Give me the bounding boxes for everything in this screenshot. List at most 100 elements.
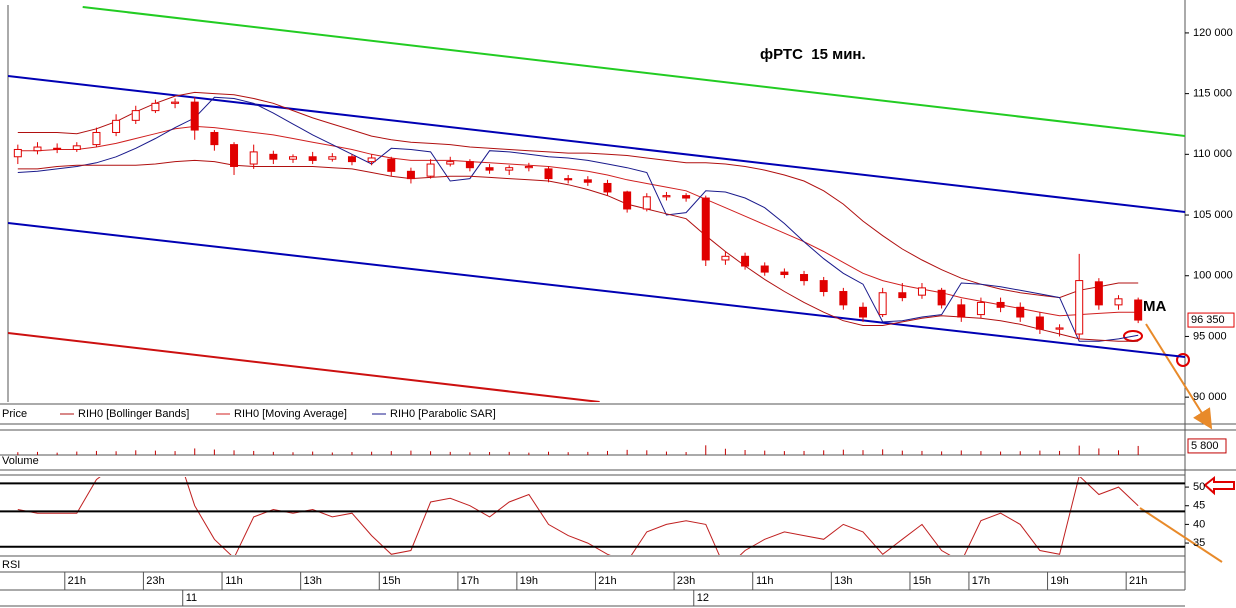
x-tick-label: 23h: [677, 575, 695, 587]
y-tick-label: 35: [1193, 537, 1205, 549]
candle-body: [957, 304, 966, 318]
candle-body: [72, 145, 81, 150]
y-tick-label: 40: [1193, 518, 1205, 530]
x-tick-label: 23h: [146, 575, 164, 587]
candle-body: [485, 167, 494, 171]
candle-body: [701, 197, 710, 261]
y-tick-label: 90 000: [1193, 391, 1227, 403]
day-label: 12: [697, 592, 709, 604]
candle-body: [603, 182, 612, 193]
legend-label: RIH0 [Parabolic SAR]: [390, 408, 496, 420]
x-tick-label: 15h: [382, 575, 400, 587]
candle-body: [406, 170, 415, 180]
trend-line: [8, 75, 1185, 213]
day-label: 11: [186, 592, 197, 604]
x-tick-label: 19h: [520, 575, 538, 587]
candle-body: [426, 163, 435, 177]
candle-body: [33, 146, 42, 152]
x-tick-label: 15h: [913, 575, 931, 587]
candle-body: [367, 157, 376, 163]
candle-body: [387, 158, 396, 172]
candle-body: [642, 196, 651, 210]
candle-body: [1016, 306, 1025, 318]
x-tick-label: 21h: [1129, 575, 1147, 587]
x-tick-label: 19h: [1050, 575, 1068, 587]
x-tick-label: 13h: [834, 575, 852, 587]
y-tick-label: 45: [1193, 500, 1205, 512]
price-plot: [8, 6, 1185, 402]
candle-body: [1134, 299, 1143, 321]
candle-body: [623, 191, 632, 210]
candle-body: [839, 291, 848, 306]
candle-body: [131, 110, 140, 121]
candle-body: [465, 161, 474, 169]
candle-body: [308, 156, 317, 161]
y-tick-label: 120 000: [1193, 27, 1233, 39]
indicator-line: [17, 96, 1139, 342]
candle-body: [347, 156, 356, 163]
last-volume-label: 5 800: [1191, 440, 1219, 452]
candle-body: [1075, 280, 1084, 335]
annotation-shapes: [1123, 323, 1235, 563]
indicator-line: [17, 91, 1139, 299]
candle-body: [53, 147, 62, 150]
rsi-line: [17, 477, 1139, 555]
x-tick-label: 17h: [972, 575, 990, 587]
candle-body: [1055, 327, 1064, 330]
candle-body: [760, 265, 769, 273]
candle-body: [249, 151, 258, 165]
indicator-line: [17, 159, 1139, 342]
trend-line: [8, 332, 600, 402]
x-tick-label: 21h: [598, 575, 616, 587]
indicator-line: [17, 125, 1139, 317]
candle-body: [328, 156, 337, 160]
x-tick-label: 17h: [461, 575, 479, 587]
candle-body: [917, 287, 926, 296]
panel-label: RSI: [2, 559, 20, 571]
last-price-label: 96 350: [1191, 314, 1225, 326]
candle-body: [898, 292, 907, 299]
candle-body: [190, 101, 199, 131]
candle-body: [289, 156, 297, 160]
last-volume-box: [1187, 438, 1227, 454]
y-tick-label: 100 000: [1193, 270, 1233, 282]
candle-body: [721, 255, 730, 261]
candle-body: [662, 195, 671, 198]
x-tick-label: 11h: [756, 575, 774, 587]
legend-label: RIH0 [Bollinger Bands]: [78, 408, 189, 420]
y-tick-label: 50: [1193, 481, 1205, 493]
candle-body: [1114, 298, 1123, 306]
candle-body: [583, 179, 592, 183]
candle-body: [682, 195, 691, 199]
candle-body: [1035, 316, 1044, 330]
candle-body: [564, 178, 573, 181]
candle-body: [446, 161, 455, 165]
candle-body: [230, 144, 239, 167]
y-tick-label: 110 000: [1193, 148, 1232, 160]
legend-label: RIH0 [Moving Average]: [234, 408, 347, 420]
candle-body: [976, 301, 985, 316]
candle-body: [819, 280, 828, 293]
candle-body: [112, 119, 121, 133]
candle-body: [996, 301, 1005, 308]
candle-body: [780, 271, 789, 276]
candle-body: [13, 148, 22, 158]
candle-body: [859, 306, 867, 318]
candle-body: [878, 292, 887, 316]
candle-body: [505, 167, 514, 171]
panel-label: Volume: [2, 455, 39, 467]
candle-body: [544, 168, 553, 180]
rsi-plot: [17, 477, 1139, 555]
y-tick-label: 115 000: [1193, 88, 1232, 100]
candle-body: [524, 165, 533, 169]
candle-body: [1094, 281, 1103, 306]
panel-label: Price: [2, 408, 27, 420]
y-tick-label: 95 000: [1193, 330, 1227, 342]
candle-body: [741, 255, 750, 267]
x-tick-label: 21h: [68, 575, 86, 587]
candle-body: [151, 102, 160, 112]
candle-body: [937, 289, 946, 306]
